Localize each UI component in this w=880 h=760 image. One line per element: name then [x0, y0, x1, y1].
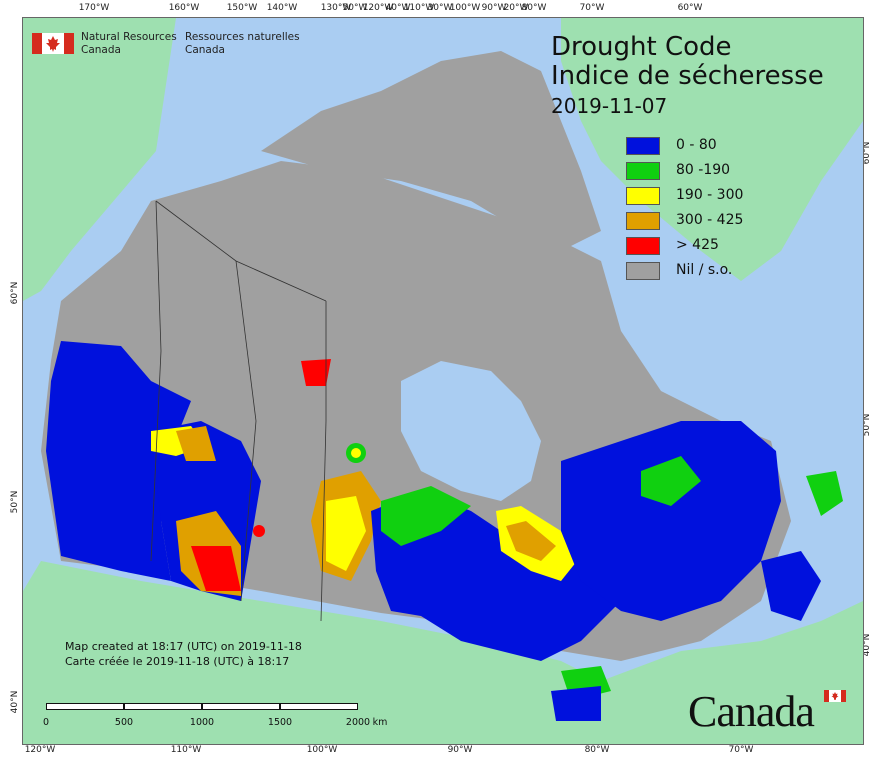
legend-swatch: [626, 262, 660, 280]
drought-300-425-ontario: [506, 521, 556, 561]
drought-300-425-north-ab: [176, 426, 216, 461]
drought-gt-425-alberta: [191, 546, 241, 591]
legend-swatch: [626, 212, 660, 230]
arctic-islands: [261, 51, 601, 251]
lon-tick-top: 120°W: [362, 3, 394, 13]
map-title: Drought Code Indice de sécheresse 2019-1…: [551, 33, 824, 119]
lon-tick-top: 70°W: [579, 3, 605, 13]
legend-swatch: [626, 162, 660, 180]
lon-tick-top: 20°W: [503, 3, 529, 13]
scale-label: 0: [42, 717, 50, 728]
lon-tick-bottom: 90°W: [447, 745, 473, 755]
lon-tick-top: 130°W: [320, 3, 352, 13]
scale-label: 2000: [345, 717, 371, 728]
border-line: [235, 260, 257, 602]
lon-tick-top: 150°W: [226, 3, 258, 13]
border-line: [155, 200, 327, 302]
drought-gt-425-spot: [253, 525, 265, 537]
lon-tick-top: 60°W: [677, 3, 703, 13]
wordmark-flag-icon: [824, 690, 846, 702]
lon-tick-bottom: 100°W: [306, 745, 338, 755]
drought-0-80-quebec: [561, 421, 781, 621]
alaska-land: [23, 18, 176, 301]
drought-190-300-ring-core: [351, 448, 361, 458]
border-line: [320, 301, 327, 622]
map-canvas: [22, 17, 864, 745]
lon-tick-bottom: 70°W: [728, 745, 754, 755]
legend-label: > 425: [676, 237, 719, 253]
legend-label: Nil / s.o.: [676, 262, 733, 278]
lon-tick-top: 90°W: [481, 3, 507, 13]
lon-tick-top: 170°W: [78, 3, 110, 13]
title-date: 2019-11-07: [551, 94, 668, 118]
lon-tick-top: 160°W: [168, 3, 200, 13]
drought-80-190-quebec: [641, 456, 701, 506]
scale-segment: [280, 703, 358, 710]
org-name-fr: Ressources naturelles Canada: [185, 31, 300, 56]
legend-swatch: [626, 137, 660, 155]
legend-label: 0 - 80: [676, 137, 717, 153]
legend-swatch: [626, 237, 660, 255]
scale-label: 1500: [267, 717, 293, 728]
lat-tick-left: 50°N: [10, 490, 20, 514]
drought-80-190-ontario: [381, 486, 471, 546]
drought-190-300-sk: [326, 496, 366, 571]
legend-label: 300 - 425: [676, 212, 744, 228]
title-en: Drought Code: [551, 32, 732, 62]
lon-tick-top: 40°W: [385, 3, 411, 13]
lon-tick-bottom: 110°W: [170, 745, 202, 755]
lon-tick-top: 30°W: [427, 3, 453, 13]
usa-east-land: [601, 601, 863, 744]
scale-segment: [124, 703, 202, 710]
lat-tick-left: 60°N: [10, 281, 20, 305]
canada-flag-icon: [32, 33, 74, 54]
lon-tick-bottom: 120°W: [24, 745, 56, 755]
scale-bar: 0 500 1000 1500 2000 km: [42, 703, 387, 733]
scale-unit: km: [372, 717, 388, 728]
scale-segment: [46, 703, 124, 710]
scale-label: 1000: [189, 717, 215, 728]
drought-0-80-south-on: [551, 686, 601, 721]
map-credit: Map created at 18:17 (UTC) on 2019-11-18…: [65, 639, 302, 669]
credit-fr: Carte créée le 2019-11-18 (UTC) à 18:17: [65, 655, 290, 668]
border-line: [150, 200, 162, 562]
lon-tick-top: 50°W: [342, 3, 368, 13]
lon-tick-top: 80°W: [521, 3, 547, 13]
lon-tick-bottom: 80°W: [584, 745, 610, 755]
org-name-en: Natural Resources Canada: [81, 31, 177, 56]
lon-tick-top: 100°W: [449, 3, 481, 13]
greenland-land: [561, 18, 863, 281]
map-svg: [23, 18, 863, 744]
scale-label: 500: [114, 717, 134, 728]
lon-tick-top: 110°W: [403, 3, 435, 13]
hudson-bay: [401, 361, 541, 501]
credit-en: Map created at 18:17 (UTC) on 2019-11-18: [65, 640, 302, 653]
legend-label: 190 - 300: [676, 187, 744, 203]
legend-label: 80 -190: [676, 162, 731, 178]
drought-0-80-west: [46, 341, 191, 581]
drought-0-80-maritimes: [761, 551, 821, 621]
legend-swatch: [626, 187, 660, 205]
canada-wordmark: Canada: [688, 687, 815, 736]
lon-tick-top: 140°W: [266, 3, 298, 13]
usa-land: [23, 561, 601, 744]
lat-tick-left: 40°N: [10, 690, 20, 714]
drought-80-190-nl: [806, 471, 843, 516]
title-fr: Indice de sécheresse: [551, 61, 824, 91]
scale-segment: [202, 703, 280, 710]
province-borders: [150, 200, 327, 622]
drought-gt-425-nwt: [301, 359, 331, 386]
